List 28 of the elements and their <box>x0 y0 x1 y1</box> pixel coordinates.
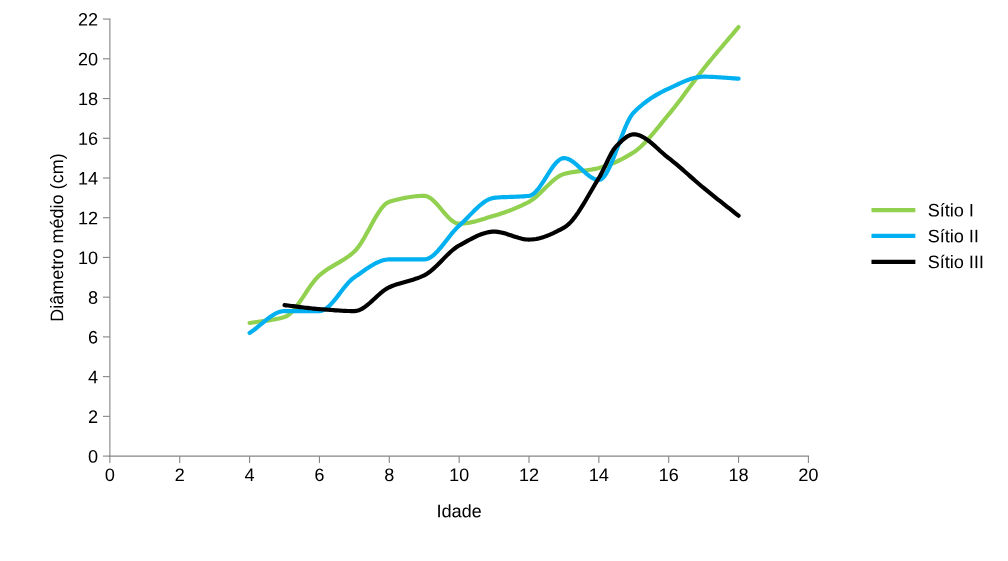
x-axis-title: Idade <box>438 504 481 518</box>
y-tick-label: 10 <box>79 251 98 265</box>
x-tick-label: 20 <box>799 468 818 482</box>
x-tick-label: 0 <box>105 468 115 482</box>
y-tick-label: 22 <box>78 13 98 26</box>
x-tick-label: 14 <box>590 468 609 481</box>
y-tick-label: 4 <box>88 370 98 384</box>
x-tick-label: 8 <box>385 468 394 482</box>
legend-label: Sítio II <box>928 228 978 243</box>
x-tick-label: 4 <box>244 468 255 481</box>
y-tick-label: 8 <box>88 291 98 304</box>
x-tick-label: 18 <box>729 468 748 482</box>
legend-label: Sítio I <box>928 203 973 217</box>
y-tick-label: 2 <box>88 410 98 423</box>
y-tick-label: 16 <box>79 132 98 145</box>
y-tick-label: 20 <box>78 52 98 66</box>
y-tick-label: 6 <box>88 330 98 344</box>
x-tick-label: 2 <box>175 468 184 481</box>
x-tick-label: 10 <box>450 468 469 482</box>
y-axis-title: Diâmetro médio (cm) <box>49 154 67 321</box>
y-tick-label: 14 <box>79 172 98 185</box>
x-tick-label: 6 <box>315 468 324 482</box>
x-tick-label: 16 <box>660 468 678 482</box>
x-tick-label: 12 <box>520 468 539 481</box>
y-tick-label: 0 <box>88 450 98 463</box>
y-tick-label: 12 <box>79 211 98 225</box>
legend-label: Sítio III <box>928 254 983 269</box>
y-tick-label: 18 <box>79 92 98 106</box>
